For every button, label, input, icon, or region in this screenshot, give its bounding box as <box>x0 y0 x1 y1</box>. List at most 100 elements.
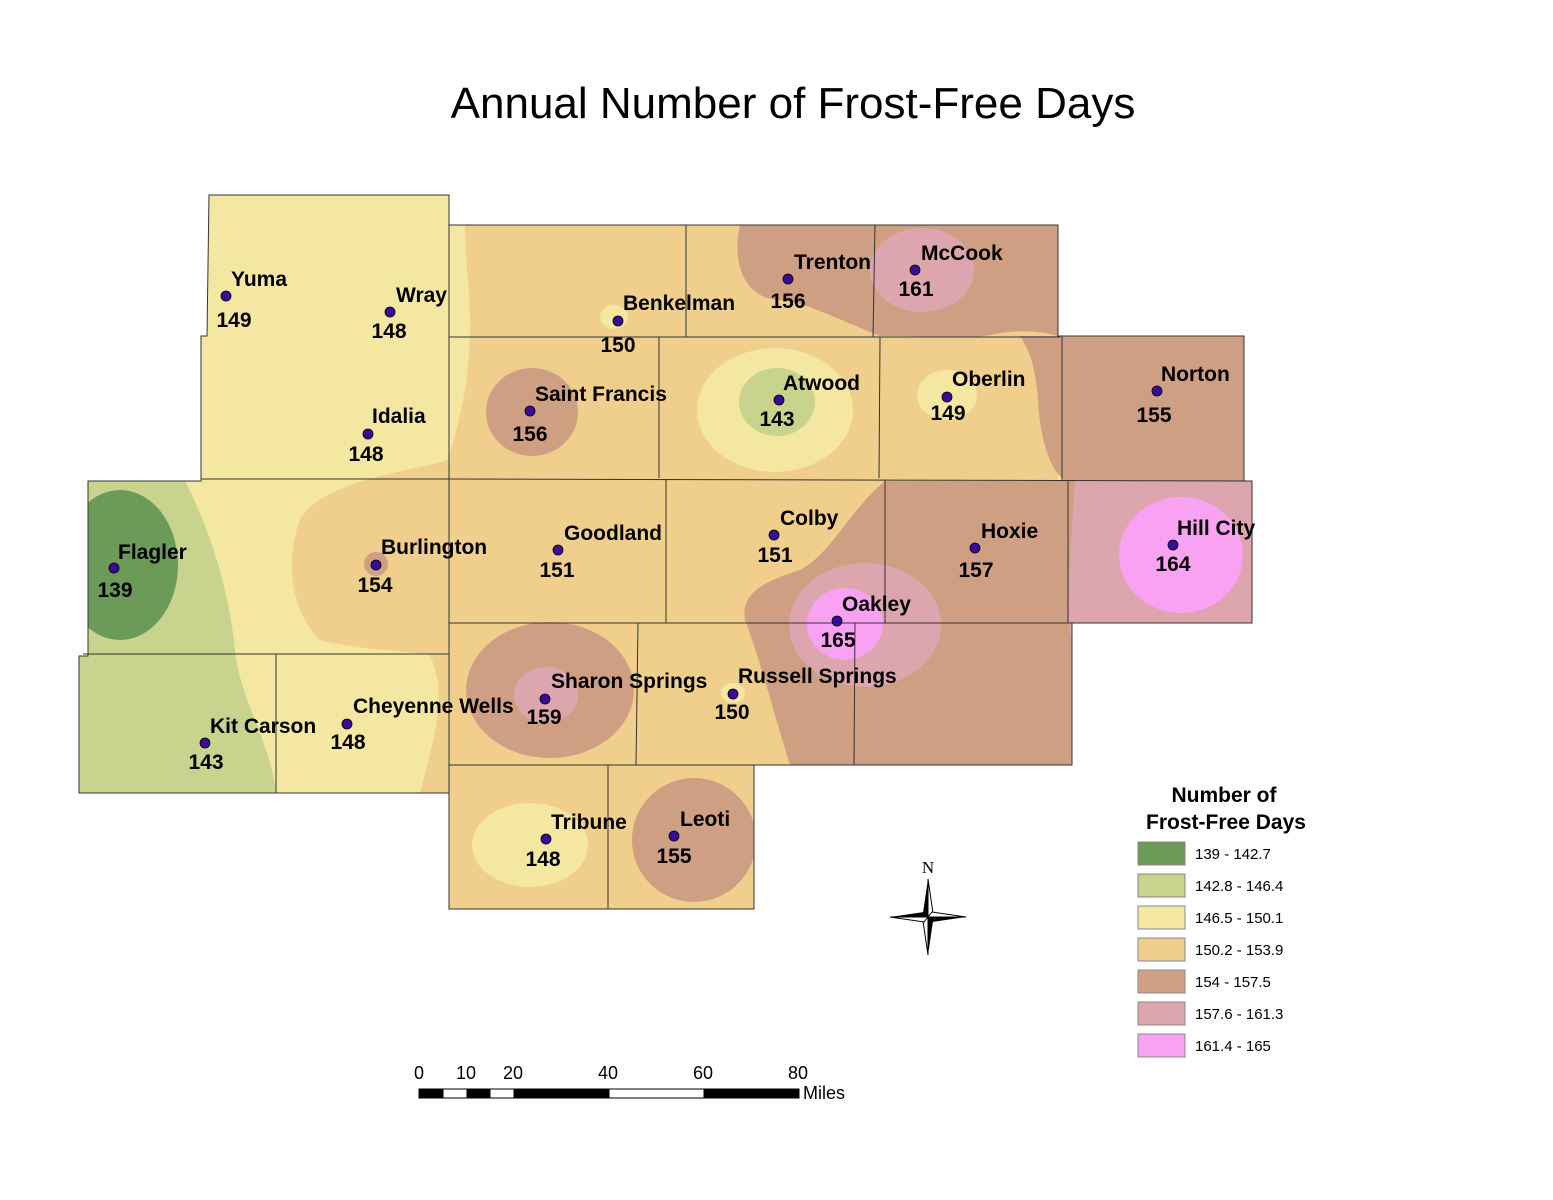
station-marker <box>1167 539 1179 551</box>
station-name: Flagler <box>118 541 187 564</box>
county-line <box>635 622 639 766</box>
station-norton: Norton 155 <box>1136 363 1229 427</box>
station-hill-city: Hill City 164 <box>1155 517 1255 576</box>
county-line <box>872 224 876 338</box>
station-idalia: Idalia 148 <box>348 405 426 466</box>
station-kit-carson: Kit Carson 143 <box>188 715 316 774</box>
legend-label: 161.4 - 165 <box>1195 1038 1271 1055</box>
zone-pink-mccook <box>870 228 974 312</box>
station-mccook: McCook 161 <box>898 242 1003 301</box>
legend-swatch <box>1137 841 1186 866</box>
county-boundaries <box>78 194 1253 910</box>
legend-swatch <box>1137 1033 1186 1058</box>
station-name: Idalia <box>372 405 426 428</box>
station-atwood: Atwood 143 <box>759 372 860 431</box>
scale-segment <box>703 1088 800 1099</box>
station-marker <box>341 718 353 730</box>
station-value: 156 <box>770 290 805 313</box>
scale-tick-label: 0 <box>414 1063 424 1083</box>
station-name: Hoxie <box>981 520 1038 543</box>
station-value: 155 <box>1136 404 1171 427</box>
station-value: 154 <box>357 574 392 597</box>
scale-segment <box>418 1088 444 1099</box>
scale-segment <box>489 1088 515 1099</box>
station-value: 157 <box>958 559 993 582</box>
station-value: 150 <box>600 334 635 357</box>
scale-tick-label: 10 <box>456 1063 476 1083</box>
station-name: Yuma <box>231 268 287 291</box>
station-marker <box>909 264 921 276</box>
station-name: Oberlin <box>952 368 1026 391</box>
station-marker <box>540 833 552 845</box>
station-marker <box>552 544 564 556</box>
station-value: 149 <box>216 309 251 332</box>
station-saint-francis: Saint Francis 156 <box>512 383 666 446</box>
station-russell-springs: Russell Springs 150 <box>714 665 896 724</box>
station-value: 164 <box>1155 553 1190 576</box>
station-name: Atwood <box>783 372 860 395</box>
station-wray: Wray 148 <box>371 284 447 343</box>
legend-label: 150.2 - 153.9 <box>1195 942 1283 959</box>
station-value: 143 <box>759 408 794 431</box>
station-value: 161 <box>898 278 933 301</box>
station-yuma: Yuma 149 <box>216 268 287 332</box>
station-value: 159 <box>526 706 561 729</box>
station-marker <box>199 737 211 749</box>
legend-label: 146.5 - 150.1 <box>1195 910 1283 927</box>
station-value: 148 <box>330 731 365 754</box>
station-name: Wray <box>396 284 447 307</box>
station-name: Tribune <box>551 811 627 834</box>
station-name: Sharon Springs <box>551 670 707 693</box>
legend-label: 154 - 157.5 <box>1195 974 1271 991</box>
station-value: 143 <box>188 751 223 774</box>
station-goodland: Goodland 151 <box>539 522 662 582</box>
legend-swatch <box>1137 1001 1186 1026</box>
zone-magenta-hill-city <box>1119 497 1243 613</box>
station-marker <box>668 830 680 842</box>
station-name: Colby <box>780 507 839 530</box>
station-marker <box>831 615 843 627</box>
scale-segment <box>513 1088 610 1099</box>
weather-stations: Yuma 149 Wray 148 Idalia 148 Benkelman 150 Trent… <box>97 242 1255 871</box>
station-marker <box>362 428 374 440</box>
station-value: 148 <box>348 443 383 466</box>
station-value: 151 <box>757 544 792 567</box>
station-marker <box>727 688 739 700</box>
legend-swatch <box>1137 905 1186 930</box>
station-hoxie: Hoxie 157 <box>958 520 1038 582</box>
station-name: Hill City <box>1177 517 1255 540</box>
station-leoti: Leoti 155 <box>656 808 730 868</box>
station-marker <box>941 391 953 403</box>
legend-label: 139 - 142.7 <box>1195 846 1271 863</box>
scale-segment <box>466 1088 491 1099</box>
station-marker <box>969 542 981 554</box>
legend-title-line2: Frost-Free Days <box>1146 811 1306 834</box>
station-marker <box>768 529 780 541</box>
map-body <box>79 195 1252 909</box>
station-oakley: Oakley 165 <box>820 593 911 652</box>
station-marker <box>108 562 120 574</box>
station-name: Saint Francis <box>535 383 667 406</box>
station-colby: Colby 151 <box>757 507 838 567</box>
scale-segment <box>442 1088 468 1099</box>
scale-unit-label: Miles <box>803 1083 845 1103</box>
station-flagler: Flagler 139 <box>97 541 186 602</box>
legend-label: 157.6 - 161.3 <box>1195 1006 1283 1023</box>
station-cheyenne-wells: Cheyenne Wells 148 <box>330 695 513 754</box>
station-value: 156 <box>512 423 547 446</box>
station-value: 148 <box>371 320 406 343</box>
station-oberlin: Oberlin 149 <box>930 368 1025 425</box>
north-label: N <box>922 858 934 877</box>
station-value: 148 <box>525 848 560 871</box>
station-trenton: Trenton 156 <box>770 251 871 313</box>
station-tribune: Tribune 148 <box>525 811 626 871</box>
station-name: Trenton <box>794 251 871 274</box>
station-value: 150 <box>714 701 749 724</box>
station-name: Russell Springs <box>738 665 897 688</box>
zone-brown-leoti <box>632 778 756 902</box>
station-name: Leoti <box>680 808 730 831</box>
station-marker <box>220 290 232 302</box>
county-line <box>853 622 856 766</box>
station-benkelman: Benkelman 150 <box>600 292 735 357</box>
